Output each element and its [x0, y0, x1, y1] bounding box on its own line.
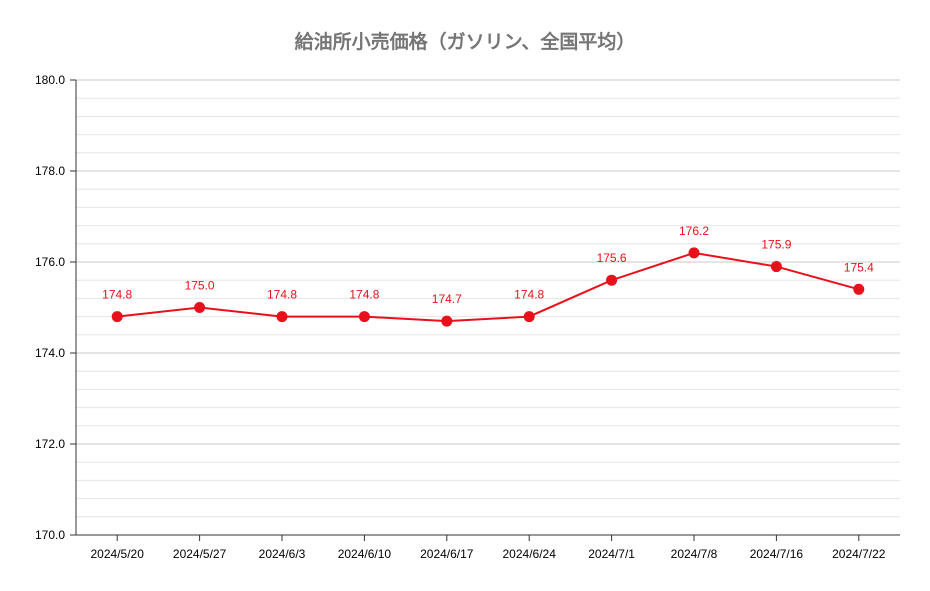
data-point	[770, 261, 782, 273]
data-label: 174.7	[432, 292, 462, 306]
data-point	[276, 311, 288, 323]
y-tick-label: 174.0	[35, 346, 65, 360]
data-point	[606, 274, 618, 286]
y-tick-label: 170.0	[35, 528, 65, 542]
series-line	[117, 251, 860, 323]
data-point	[441, 315, 453, 327]
data-label: 175.4	[844, 260, 874, 274]
y-tick-label: 178.0	[35, 164, 65, 178]
x-tick-label: 2024/6/3	[259, 547, 306, 561]
y-tick-label: 176.0	[35, 255, 65, 269]
x-tick-label: 2024/7/1	[588, 547, 635, 561]
y-tick-label: 172.0	[35, 437, 65, 451]
x-tick-label: 2024/7/22	[832, 547, 886, 561]
x-axis-ticks: 2024/5/20 2024/5/27 2024/6/3 2024/6/10 2024/…	[91, 535, 886, 561]
x-tick-label: 2024/5/27	[173, 547, 227, 561]
x-tick-label: 2024/6/10	[338, 547, 392, 561]
data-point	[194, 302, 206, 313]
x-tick-label: 2024/5/20	[91, 547, 145, 561]
data-label: 175.9	[761, 238, 791, 252]
series	[111, 247, 865, 327]
data-label: 174.8	[267, 288, 297, 302]
data-label: 175.6	[597, 251, 627, 265]
data-label: 174.8	[349, 288, 379, 302]
x-tick-label: 2024/7/8	[671, 547, 718, 561]
data-label: 174.8	[102, 288, 132, 302]
data-label: 175.0	[185, 279, 215, 293]
x-tick-label: 2024/6/24	[503, 547, 557, 561]
y-axis-ticks: 170.0 172.0 174.0 176.0 178.0 180.0	[35, 73, 76, 542]
data-point	[111, 311, 123, 323]
axes	[75, 80, 900, 536]
data-point	[853, 283, 865, 295]
grid	[76, 79, 900, 536]
data-label: 174.8	[514, 288, 544, 302]
data-point	[358, 311, 370, 323]
y-tick-label: 180.0	[35, 73, 65, 87]
data-point	[688, 247, 700, 259]
data-point	[523, 311, 535, 323]
x-tick-label: 2024/6/17	[420, 547, 474, 561]
chart-title: 給油所小売価格（ガソリン、全国平均）	[295, 30, 636, 53]
data-labels: 174.8 175.0 174.8 174.8 174.7 174.8 175.6 176.2…	[102, 224, 874, 306]
data-label: 176.2	[679, 224, 709, 238]
x-tick-label: 2024/7/16	[750, 547, 804, 561]
